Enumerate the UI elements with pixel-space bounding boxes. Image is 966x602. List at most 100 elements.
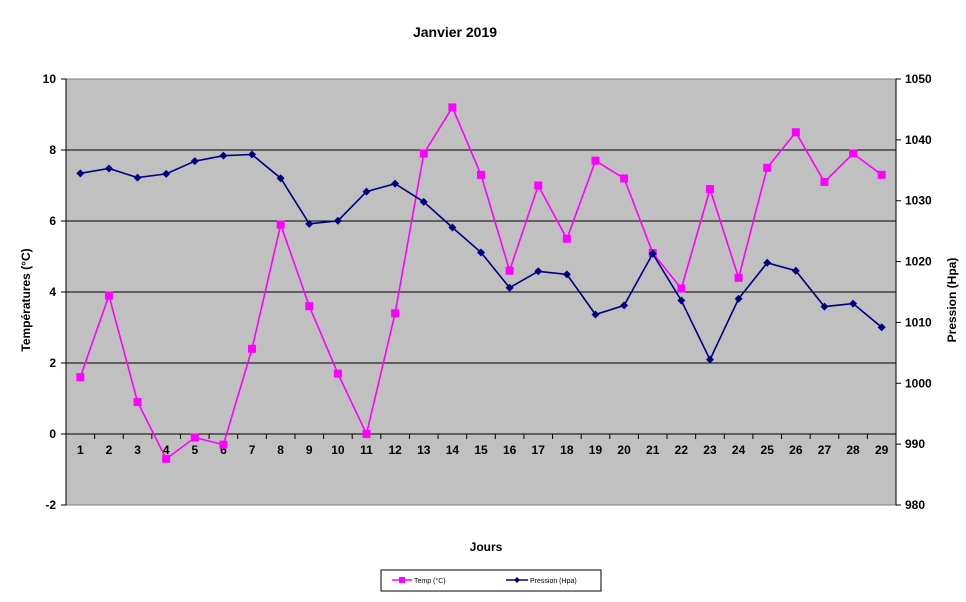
- legend: Temp (°C) Pression (Hpa): [380, 569, 602, 592]
- temp-point: [620, 174, 629, 183]
- y-tick-label: 4: [49, 285, 56, 299]
- x-tick-label: 28: [846, 443, 860, 457]
- pression-point: [333, 216, 342, 225]
- x-tick-label: 23: [703, 443, 717, 457]
- pression-point: [362, 187, 371, 196]
- temp-point: [276, 220, 285, 229]
- temp-point: [104, 291, 113, 300]
- legend-marker-pression: [514, 577, 520, 583]
- x-tick-label: 15: [474, 443, 488, 457]
- pression-point: [820, 302, 829, 311]
- x-axis-label: Jours: [470, 540, 503, 554]
- pression-point: [276, 174, 285, 183]
- temp-point: [391, 309, 400, 318]
- temp-point: [362, 430, 371, 438]
- x-tick-label: 29: [875, 443, 889, 457]
- temp-point: [849, 149, 858, 158]
- pression-point: [534, 267, 543, 276]
- x-tick-label: 17: [532, 443, 546, 457]
- x-tick-label: 13: [417, 443, 431, 457]
- temp-point: [505, 266, 514, 275]
- y2-tick-label: 1010: [905, 315, 932, 329]
- pression-point: [677, 296, 686, 305]
- temp-point: [677, 284, 686, 293]
- pression-point: [705, 355, 714, 364]
- series-group: [76, 103, 886, 463]
- temp-point: [133, 398, 142, 407]
- pression-point: [219, 151, 228, 160]
- x-axis-ticks: 1 2 3 4 5 6 7 8 9 10 11 12 13 14 15 16 17 18 19 20 21 22 23 24 2…: [65, 434, 897, 457]
- x-tick-label: 12: [388, 443, 402, 457]
- pression-point: [104, 164, 113, 173]
- x-tick-label: 4: [163, 443, 170, 457]
- y2-tick-label: 990: [905, 437, 925, 451]
- x-tick-label: 18: [560, 443, 574, 457]
- y-tick-label: -2: [45, 498, 56, 512]
- y2-tick-label: 980: [905, 498, 925, 512]
- legend-marker-temp: [399, 577, 405, 583]
- y-tick-label: 8: [49, 143, 56, 157]
- x-tick-label: 22: [675, 443, 689, 457]
- x-tick-label: 7: [249, 443, 256, 457]
- x-tick-label: 8: [277, 443, 284, 457]
- pression-point: [620, 301, 629, 310]
- pression-point: [763, 258, 772, 267]
- legend-label-pression: Pression (Hpa): [530, 578, 577, 585]
- x-tick-label: 6: [220, 443, 227, 457]
- pression-point: [305, 219, 314, 228]
- y-tick-label: 10: [43, 72, 57, 86]
- temp-point: [448, 103, 457, 112]
- temp-point: [877, 170, 886, 179]
- legend-label-temp: Temp (°C): [414, 577, 446, 585]
- pression-point: [877, 323, 886, 332]
- temp-point: [76, 373, 85, 382]
- pression-point: [505, 283, 514, 292]
- x-tick-label: 14: [446, 443, 460, 457]
- y-tick-label: 6: [49, 214, 56, 228]
- x-tick-label: 26: [789, 443, 803, 457]
- x-tick-label: 2: [106, 443, 113, 457]
- y2-tick-label: 1030: [905, 194, 932, 208]
- temp-point: [534, 181, 543, 190]
- temp-point: [477, 170, 485, 179]
- temp-point: [419, 149, 428, 158]
- pression-point: [391, 179, 400, 188]
- x-tick-label: 10: [331, 443, 345, 457]
- x-tick-label: 21: [646, 443, 660, 457]
- x-tick-label: 11: [360, 443, 373, 457]
- x-tick-label: 1: [77, 443, 84, 457]
- temp-point: [190, 433, 199, 442]
- pression-point: [190, 157, 199, 166]
- y2-axis-label: Pression (Hpa): [945, 258, 959, 343]
- y2-tick-label: 1020: [905, 255, 932, 269]
- pression-point: [133, 173, 142, 182]
- temp-point: [734, 273, 743, 282]
- temp-point: [591, 156, 600, 165]
- pression-point: [734, 294, 743, 303]
- x-tick-label: 20: [617, 443, 631, 457]
- temp-point: [219, 440, 228, 449]
- right-axis-ticks: 980 990 1000 1010 1020 1030 1040 1050: [896, 72, 932, 512]
- y-tick-label: 0: [49, 427, 56, 441]
- pression-point: [448, 223, 457, 232]
- y-tick-label: 2: [49, 356, 56, 370]
- temp-point: [791, 128, 800, 137]
- pression-point: [591, 310, 600, 319]
- temp-point: [305, 302, 314, 311]
- pression-point: [849, 299, 858, 308]
- pression-point: [419, 197, 428, 206]
- temp-point: [562, 234, 571, 243]
- y2-tick-label: 1000: [905, 376, 932, 390]
- x-tick-label: 19: [589, 443, 603, 457]
- pression-point: [791, 266, 800, 275]
- y2-tick-label: 1050: [905, 72, 932, 86]
- x-tick-label: 16: [503, 443, 517, 457]
- x-tick-label: 5: [191, 443, 198, 457]
- x-tick-label: 9: [306, 443, 313, 457]
- temp-point: [333, 369, 342, 378]
- temp-point: [820, 177, 829, 186]
- x-tick-label: 3: [134, 443, 141, 457]
- y2-tick-label: 1040: [905, 133, 932, 147]
- temp-point: [705, 185, 714, 194]
